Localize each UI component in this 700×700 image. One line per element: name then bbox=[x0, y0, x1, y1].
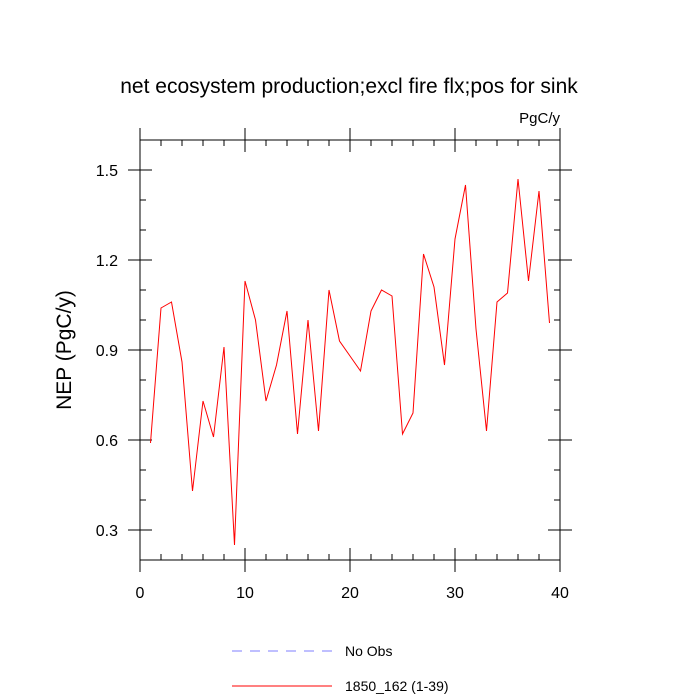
data-point bbox=[538, 190, 540, 192]
data-point bbox=[170, 301, 172, 303]
data-point bbox=[212, 436, 214, 438]
data-point bbox=[286, 310, 288, 312]
series-line bbox=[150, 178, 550, 546]
data-point bbox=[485, 430, 487, 432]
legend-label: 1850_162 (1-39) bbox=[345, 678, 449, 694]
data-point bbox=[233, 544, 235, 546]
data-point bbox=[506, 292, 508, 294]
data-point bbox=[254, 319, 256, 321]
data-point bbox=[307, 319, 309, 321]
data-point bbox=[191, 490, 193, 492]
data-point bbox=[296, 433, 298, 435]
y-axis-label: NEP (PgC/y) bbox=[53, 290, 76, 410]
data-point bbox=[338, 340, 340, 342]
data-point bbox=[359, 370, 361, 372]
data-point bbox=[527, 280, 529, 282]
y-tick-label: 1.2 bbox=[96, 253, 118, 270]
y-tick-label: 0.6 bbox=[96, 433, 118, 450]
legend-label: No Obs bbox=[345, 643, 392, 659]
data-point bbox=[496, 301, 498, 303]
data-point bbox=[548, 322, 550, 324]
data-point bbox=[328, 289, 330, 291]
axis-ticks: 0 10 20 30 40 0.3 0.6 0.9 1.2 1.5 bbox=[96, 128, 572, 602]
units-label: PgC/y bbox=[519, 110, 560, 127]
data-point bbox=[275, 364, 277, 366]
data-point bbox=[517, 178, 519, 180]
data-point bbox=[412, 412, 414, 414]
data-point bbox=[149, 442, 151, 444]
x-tick-label: 30 bbox=[446, 585, 464, 602]
legend: No Obs 1850_162 (1-39) bbox=[232, 643, 449, 694]
data-point bbox=[443, 364, 445, 366]
x-tick-label: 20 bbox=[341, 585, 359, 602]
data-point bbox=[244, 280, 246, 282]
data-point bbox=[433, 286, 435, 288]
data-point bbox=[202, 400, 204, 402]
data-point bbox=[223, 346, 225, 348]
y-tick-label: 0.9 bbox=[96, 343, 118, 360]
data-point bbox=[422, 253, 424, 255]
y-tick-label: 0.3 bbox=[96, 523, 118, 540]
data-point bbox=[317, 430, 319, 432]
data-point bbox=[401, 433, 403, 435]
data-point bbox=[464, 184, 466, 186]
plot-frame bbox=[139, 139, 561, 561]
data-point bbox=[391, 295, 393, 297]
data-point bbox=[160, 307, 162, 309]
data-point bbox=[475, 328, 477, 330]
x-tick-label: 40 bbox=[551, 585, 569, 602]
data-point bbox=[265, 400, 267, 402]
data-point bbox=[454, 238, 456, 240]
x-tick-label: 10 bbox=[236, 585, 254, 602]
x-tick-label: 0 bbox=[136, 585, 145, 602]
series-layer bbox=[149, 178, 550, 546]
data-point bbox=[380, 289, 382, 291]
data-point bbox=[181, 361, 183, 363]
chart-title: net ecosystem production;excl fire flx;p… bbox=[120, 75, 578, 98]
data-point bbox=[370, 310, 372, 312]
y-tick-label: 1.5 bbox=[96, 163, 118, 180]
data-point bbox=[349, 355, 351, 357]
